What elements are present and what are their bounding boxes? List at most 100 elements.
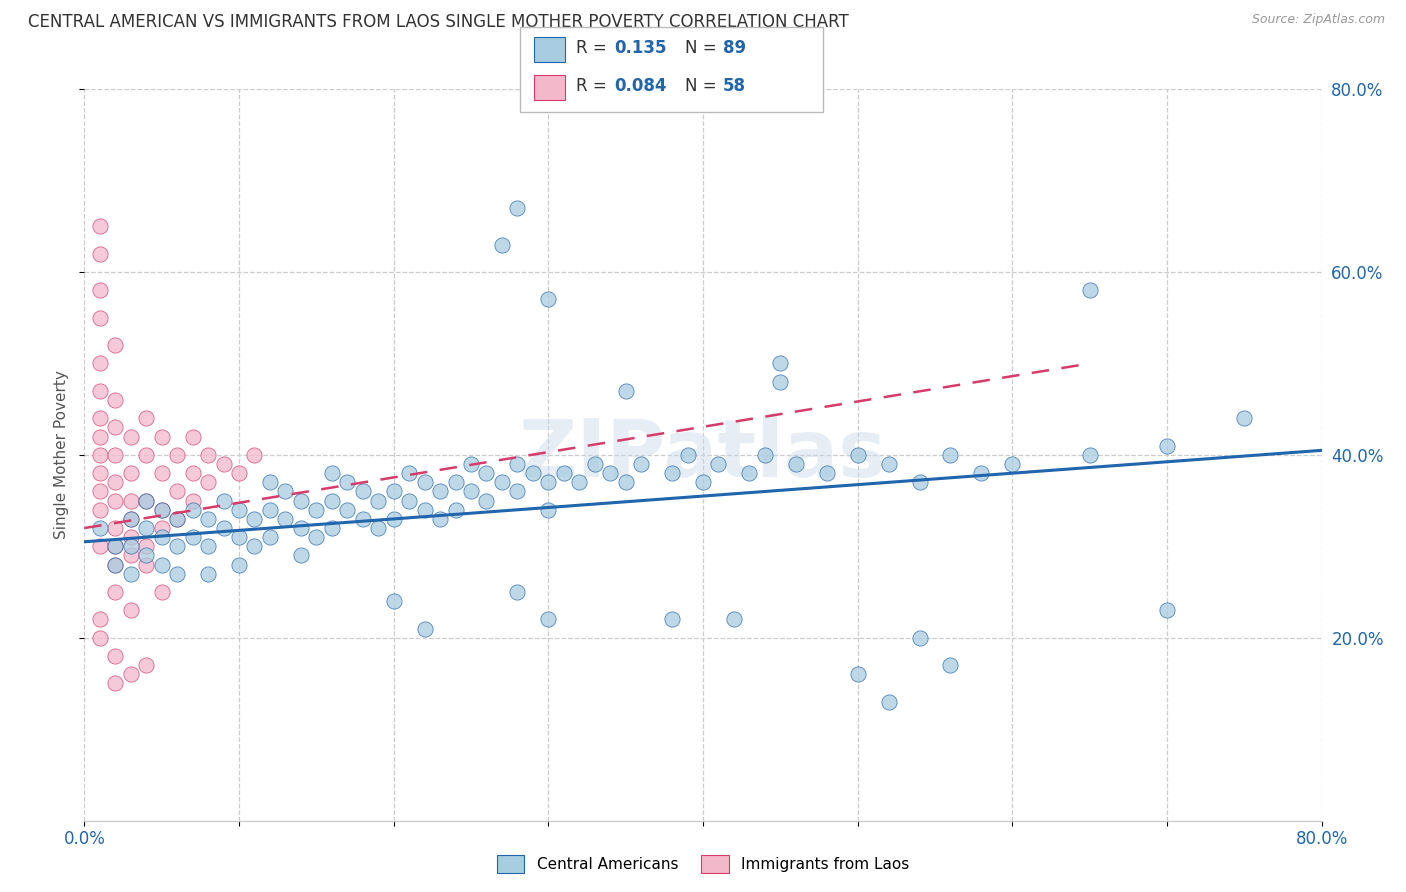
Point xyxy=(290,521,312,535)
Point xyxy=(1233,411,1256,425)
Point xyxy=(89,539,111,553)
Y-axis label: Single Mother Poverty: Single Mother Poverty xyxy=(53,370,69,540)
Point xyxy=(197,448,219,462)
Point xyxy=(166,512,188,526)
Point xyxy=(228,530,250,544)
Point xyxy=(228,558,250,572)
Point xyxy=(89,448,111,462)
Point xyxy=(181,503,204,517)
Point xyxy=(104,392,127,407)
Point xyxy=(89,246,111,260)
Point xyxy=(120,493,142,508)
Point xyxy=(150,530,173,544)
Point xyxy=(583,457,606,471)
Point xyxy=(181,530,204,544)
Point xyxy=(181,493,204,508)
Point xyxy=(243,539,266,553)
Point xyxy=(413,475,436,490)
Point xyxy=(243,512,266,526)
Point xyxy=(104,585,127,599)
Point xyxy=(614,475,637,490)
Point xyxy=(815,466,838,480)
Point xyxy=(537,503,560,517)
Legend: Central Americans, Immigrants from Laos: Central Americans, Immigrants from Laos xyxy=(491,849,915,879)
Point xyxy=(754,448,776,462)
Text: CENTRAL AMERICAN VS IMMIGRANTS FROM LAOS SINGLE MOTHER POVERTY CORRELATION CHART: CENTRAL AMERICAN VS IMMIGRANTS FROM LAOS… xyxy=(28,13,849,31)
Point xyxy=(908,631,931,645)
Point xyxy=(491,237,513,252)
Point xyxy=(321,493,343,508)
Point xyxy=(135,558,157,572)
Point xyxy=(120,549,142,563)
Point xyxy=(212,521,235,535)
Point xyxy=(382,512,405,526)
Point xyxy=(181,466,204,480)
Point xyxy=(537,475,560,490)
Point xyxy=(614,384,637,398)
Point xyxy=(785,457,807,471)
Text: R =: R = xyxy=(576,39,613,57)
Point xyxy=(599,466,621,480)
Point xyxy=(444,503,467,517)
Point xyxy=(228,466,250,480)
Text: N =: N = xyxy=(685,39,721,57)
Point xyxy=(939,448,962,462)
Point xyxy=(367,493,389,508)
Point xyxy=(352,512,374,526)
Point xyxy=(661,466,683,480)
Point xyxy=(135,493,157,508)
Text: R =: R = xyxy=(576,77,613,95)
Point xyxy=(104,539,127,553)
Point xyxy=(120,430,142,444)
Point xyxy=(382,594,405,608)
Point xyxy=(336,503,359,517)
Point xyxy=(1001,457,1024,471)
Point xyxy=(150,430,173,444)
Point xyxy=(197,539,219,553)
Text: 0.135: 0.135 xyxy=(614,39,666,57)
Point xyxy=(150,503,173,517)
Point xyxy=(89,219,111,234)
Point xyxy=(769,356,792,371)
Point xyxy=(846,667,869,681)
Point xyxy=(135,549,157,563)
Point xyxy=(135,411,157,425)
Point xyxy=(630,457,652,471)
Point xyxy=(413,503,436,517)
Point xyxy=(475,466,498,480)
Text: Source: ZipAtlas.com: Source: ZipAtlas.com xyxy=(1251,13,1385,27)
Point xyxy=(135,521,157,535)
Point xyxy=(89,310,111,325)
Point xyxy=(506,484,529,499)
Point xyxy=(1078,448,1101,462)
Point xyxy=(352,484,374,499)
Point xyxy=(89,384,111,398)
Point xyxy=(104,420,127,434)
Point xyxy=(398,466,420,480)
Point xyxy=(197,566,219,581)
Point xyxy=(135,493,157,508)
Point xyxy=(676,448,699,462)
Point xyxy=(166,566,188,581)
Point xyxy=(274,484,297,499)
Point xyxy=(89,484,111,499)
Point xyxy=(150,585,173,599)
Point xyxy=(104,676,127,690)
Point xyxy=(166,512,188,526)
Point xyxy=(166,484,188,499)
Point xyxy=(104,475,127,490)
Point xyxy=(460,484,482,499)
Point xyxy=(120,512,142,526)
Point xyxy=(120,530,142,544)
Point xyxy=(506,585,529,599)
Point xyxy=(166,448,188,462)
Point xyxy=(243,448,266,462)
Text: 0.084: 0.084 xyxy=(614,77,666,95)
Point xyxy=(120,512,142,526)
Text: ZIPatlas: ZIPatlas xyxy=(519,416,887,494)
Point xyxy=(89,613,111,627)
Point xyxy=(522,466,544,480)
Point xyxy=(166,539,188,553)
Point xyxy=(150,466,173,480)
Point xyxy=(135,658,157,673)
